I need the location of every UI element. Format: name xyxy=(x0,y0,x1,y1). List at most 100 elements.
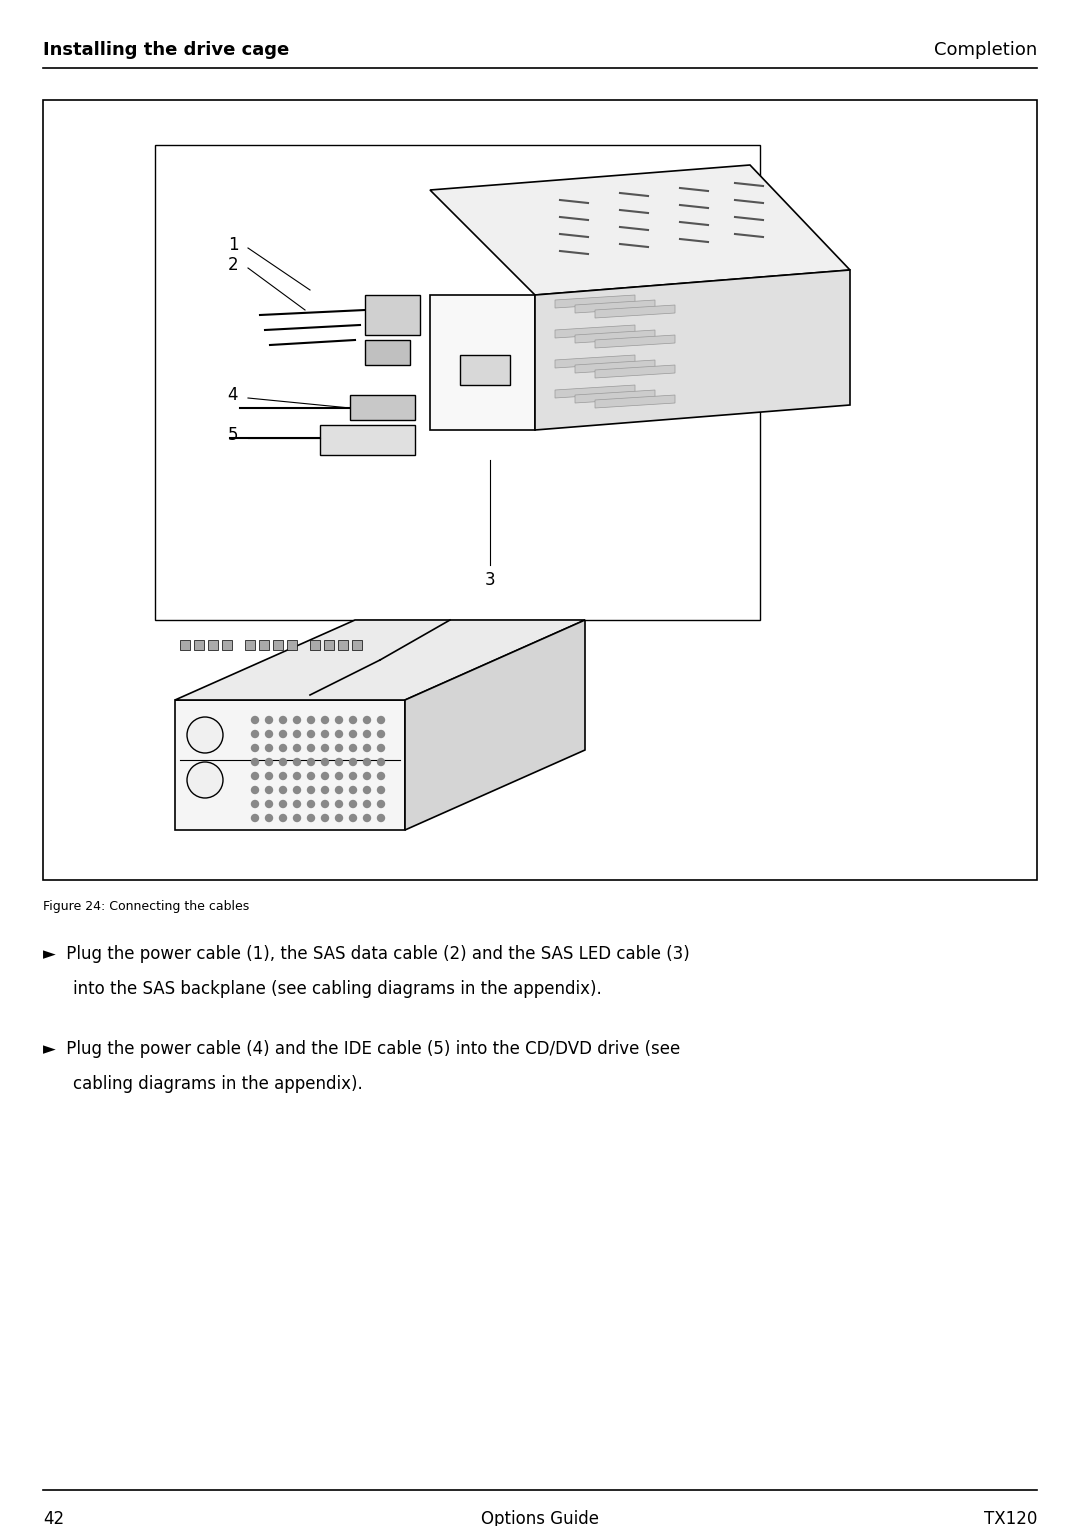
Circle shape xyxy=(252,786,258,794)
Polygon shape xyxy=(595,365,675,378)
Polygon shape xyxy=(175,620,585,700)
Circle shape xyxy=(252,815,258,821)
Bar xyxy=(194,639,204,650)
Circle shape xyxy=(252,731,258,737)
Circle shape xyxy=(364,758,370,766)
Circle shape xyxy=(378,801,384,807)
Circle shape xyxy=(280,717,286,723)
Text: Figure 24: Connecting the cables: Figure 24: Connecting the cables xyxy=(43,900,249,913)
Circle shape xyxy=(294,731,300,737)
Bar xyxy=(287,639,297,650)
Circle shape xyxy=(322,717,328,723)
Circle shape xyxy=(364,786,370,794)
Circle shape xyxy=(378,786,384,794)
Circle shape xyxy=(280,786,286,794)
Bar xyxy=(324,639,334,650)
Polygon shape xyxy=(595,336,675,348)
Circle shape xyxy=(308,772,314,780)
Circle shape xyxy=(378,745,384,751)
Circle shape xyxy=(294,758,300,766)
Circle shape xyxy=(378,717,384,723)
Circle shape xyxy=(308,717,314,723)
Bar xyxy=(208,639,218,650)
Circle shape xyxy=(266,758,272,766)
Circle shape xyxy=(322,772,328,780)
Circle shape xyxy=(350,801,356,807)
Circle shape xyxy=(266,801,272,807)
Text: 1: 1 xyxy=(228,237,239,253)
Bar xyxy=(273,639,283,650)
Bar xyxy=(245,639,255,650)
Bar xyxy=(156,145,760,620)
Text: Installing the drive cage: Installing the drive cage xyxy=(43,41,289,60)
Circle shape xyxy=(350,772,356,780)
Bar xyxy=(352,639,362,650)
Polygon shape xyxy=(575,330,654,343)
Circle shape xyxy=(294,717,300,723)
Circle shape xyxy=(350,731,356,737)
Text: ►  Plug the power cable (4) and the IDE cable (5) into the CD/DVD drive (see: ► Plug the power cable (4) and the IDE c… xyxy=(43,1041,680,1058)
Circle shape xyxy=(336,717,342,723)
Circle shape xyxy=(266,717,272,723)
Circle shape xyxy=(308,786,314,794)
Polygon shape xyxy=(365,295,420,336)
Circle shape xyxy=(322,786,328,794)
Circle shape xyxy=(252,717,258,723)
Bar xyxy=(222,639,232,650)
Bar xyxy=(259,639,269,650)
Text: 42: 42 xyxy=(43,1511,64,1526)
Polygon shape xyxy=(555,385,635,398)
Circle shape xyxy=(252,801,258,807)
Polygon shape xyxy=(405,620,585,830)
Circle shape xyxy=(364,731,370,737)
Text: cabling diagrams in the appendix).: cabling diagrams in the appendix). xyxy=(73,1074,363,1093)
Circle shape xyxy=(266,772,272,780)
Text: 3: 3 xyxy=(485,571,496,589)
Circle shape xyxy=(322,731,328,737)
Polygon shape xyxy=(350,395,415,420)
Circle shape xyxy=(308,745,314,751)
Circle shape xyxy=(308,758,314,766)
Polygon shape xyxy=(555,356,635,368)
Circle shape xyxy=(378,758,384,766)
Circle shape xyxy=(308,801,314,807)
Circle shape xyxy=(350,815,356,821)
Circle shape xyxy=(336,772,342,780)
Circle shape xyxy=(378,731,384,737)
Polygon shape xyxy=(175,700,405,830)
Circle shape xyxy=(252,758,258,766)
Circle shape xyxy=(280,772,286,780)
Circle shape xyxy=(350,745,356,751)
Circle shape xyxy=(336,745,342,751)
Polygon shape xyxy=(555,325,635,337)
Circle shape xyxy=(364,815,370,821)
Circle shape xyxy=(336,758,342,766)
Circle shape xyxy=(322,758,328,766)
Polygon shape xyxy=(595,395,675,407)
Polygon shape xyxy=(365,340,410,365)
Circle shape xyxy=(322,801,328,807)
Text: Options Guide: Options Guide xyxy=(481,1511,599,1526)
Circle shape xyxy=(280,731,286,737)
Circle shape xyxy=(322,815,328,821)
Circle shape xyxy=(308,815,314,821)
Circle shape xyxy=(294,772,300,780)
Bar xyxy=(180,639,190,650)
Polygon shape xyxy=(595,305,675,317)
Circle shape xyxy=(336,731,342,737)
Circle shape xyxy=(266,786,272,794)
Circle shape xyxy=(280,745,286,751)
Circle shape xyxy=(364,801,370,807)
Text: 2: 2 xyxy=(228,256,239,275)
Polygon shape xyxy=(555,295,635,308)
Circle shape xyxy=(322,745,328,751)
Circle shape xyxy=(308,731,314,737)
Circle shape xyxy=(280,815,286,821)
Polygon shape xyxy=(430,295,535,430)
Circle shape xyxy=(294,801,300,807)
Polygon shape xyxy=(320,426,415,455)
Bar xyxy=(310,639,320,650)
Circle shape xyxy=(266,745,272,751)
Circle shape xyxy=(364,745,370,751)
Circle shape xyxy=(280,801,286,807)
